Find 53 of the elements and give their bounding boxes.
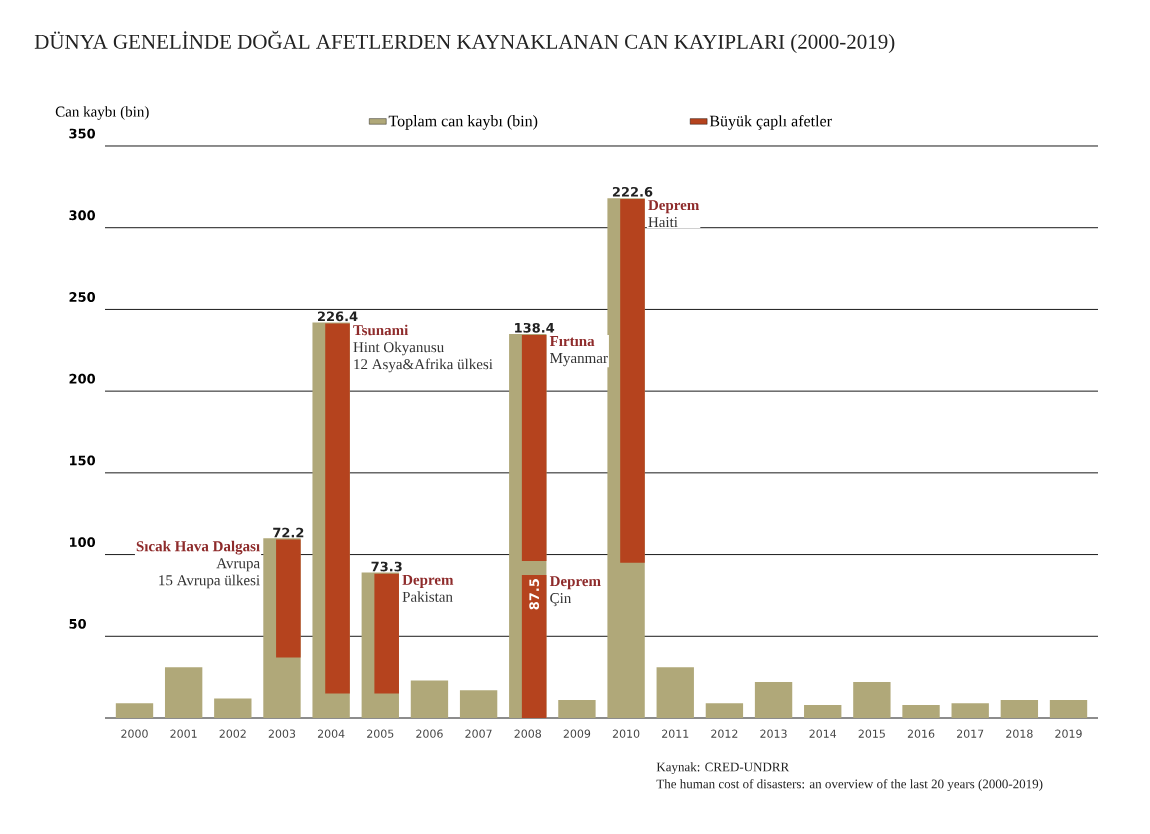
data-label: 222.6 — [612, 186, 653, 197]
y-tick-label: 200 — [69, 373, 96, 384]
x-tick-label: 2000 — [121, 729, 148, 738]
x-tick-label: 2012 — [711, 729, 738, 738]
x-tick-label: 2003 — [268, 729, 296, 738]
annotation: Hint Okyanusu — [353, 341, 444, 356]
x-tick-label: 2013 — [760, 729, 787, 738]
data-label: 87.5 — [529, 579, 540, 610]
x-tick-label: 2019 — [1055, 729, 1082, 738]
data-label: 226.4 — [317, 311, 358, 322]
y-tick-label: 250 — [69, 292, 96, 302]
x-tick-label: 2008 — [514, 729, 542, 738]
data-label: 138.4 — [515, 322, 555, 333]
annotation: Deprem — [648, 200, 700, 214]
x-tick-label: 2009 — [563, 729, 591, 738]
y-tick-label: 300 — [69, 210, 96, 221]
x-tick-label: 2002 — [219, 729, 246, 738]
x-tick-label: 2001 — [170, 729, 197, 738]
annotation: 12 Asya&Afrika ülkesi — [354, 358, 493, 373]
x-tick-label: 2007 — [465, 729, 492, 738]
annotation: Çin — [550, 593, 572, 607]
x-tick-label: 2010 — [612, 729, 640, 738]
y-tick-label: 100 — [69, 537, 96, 548]
x-tick-label: 2014 — [809, 729, 837, 738]
x-tick-label: 2011 — [662, 729, 689, 738]
annotation: Sıcak Hava Dalgası — [136, 540, 260, 555]
y-tick-label: 50 — [69, 618, 86, 629]
y-tick-label: 150 — [69, 455, 96, 466]
data-label: 72.2 — [273, 527, 304, 538]
text: The human cost of disasters: an overview of the last 20 years (2000-2019) — [656, 779, 1043, 792]
annotation: Myanmar — [550, 353, 608, 367]
x-tick-label: 2018 — [1006, 729, 1033, 738]
x-tick-label: 2017 — [957, 729, 984, 738]
annotation: Fırtına — [549, 336, 595, 347]
text: Kaynak: CRED-UNDRR — [656, 762, 790, 775]
annotation: Pakistan — [402, 591, 453, 602]
annotation: Tsunami — [353, 324, 409, 336]
x-tick-label: 2005 — [367, 729, 394, 738]
y-axis-title: Can kaybı (bin) — [55, 106, 149, 120]
x-tick-label: 2015 — [858, 729, 885, 738]
annotation: 15 Avrupa ülkesi — [159, 574, 260, 589]
data-label: 73.3 — [371, 561, 402, 572]
legend-label: Toplam can kaybı (bin) — [388, 115, 538, 130]
y-tick-label: 350 — [69, 128, 96, 139]
annotation: Haiti — [648, 217, 678, 228]
x-tick-label: 2004 — [317, 729, 345, 738]
x-tick-label: 2006 — [416, 729, 443, 738]
legend-label: Büyük çaplı afetler — [709, 115, 832, 130]
chart-title: DÜNYA GENELİNDE DOĞAL AFETLERDEN KAYNAKLANAN CAN KAYIPLARI (2000-2019) — [34, 30, 895, 54]
annotation: Deprem — [549, 576, 601, 590]
annotation: Avrupa — [216, 558, 260, 572]
x-tick-label: 2016 — [907, 729, 935, 738]
annotation: Deprem — [402, 574, 454, 588]
